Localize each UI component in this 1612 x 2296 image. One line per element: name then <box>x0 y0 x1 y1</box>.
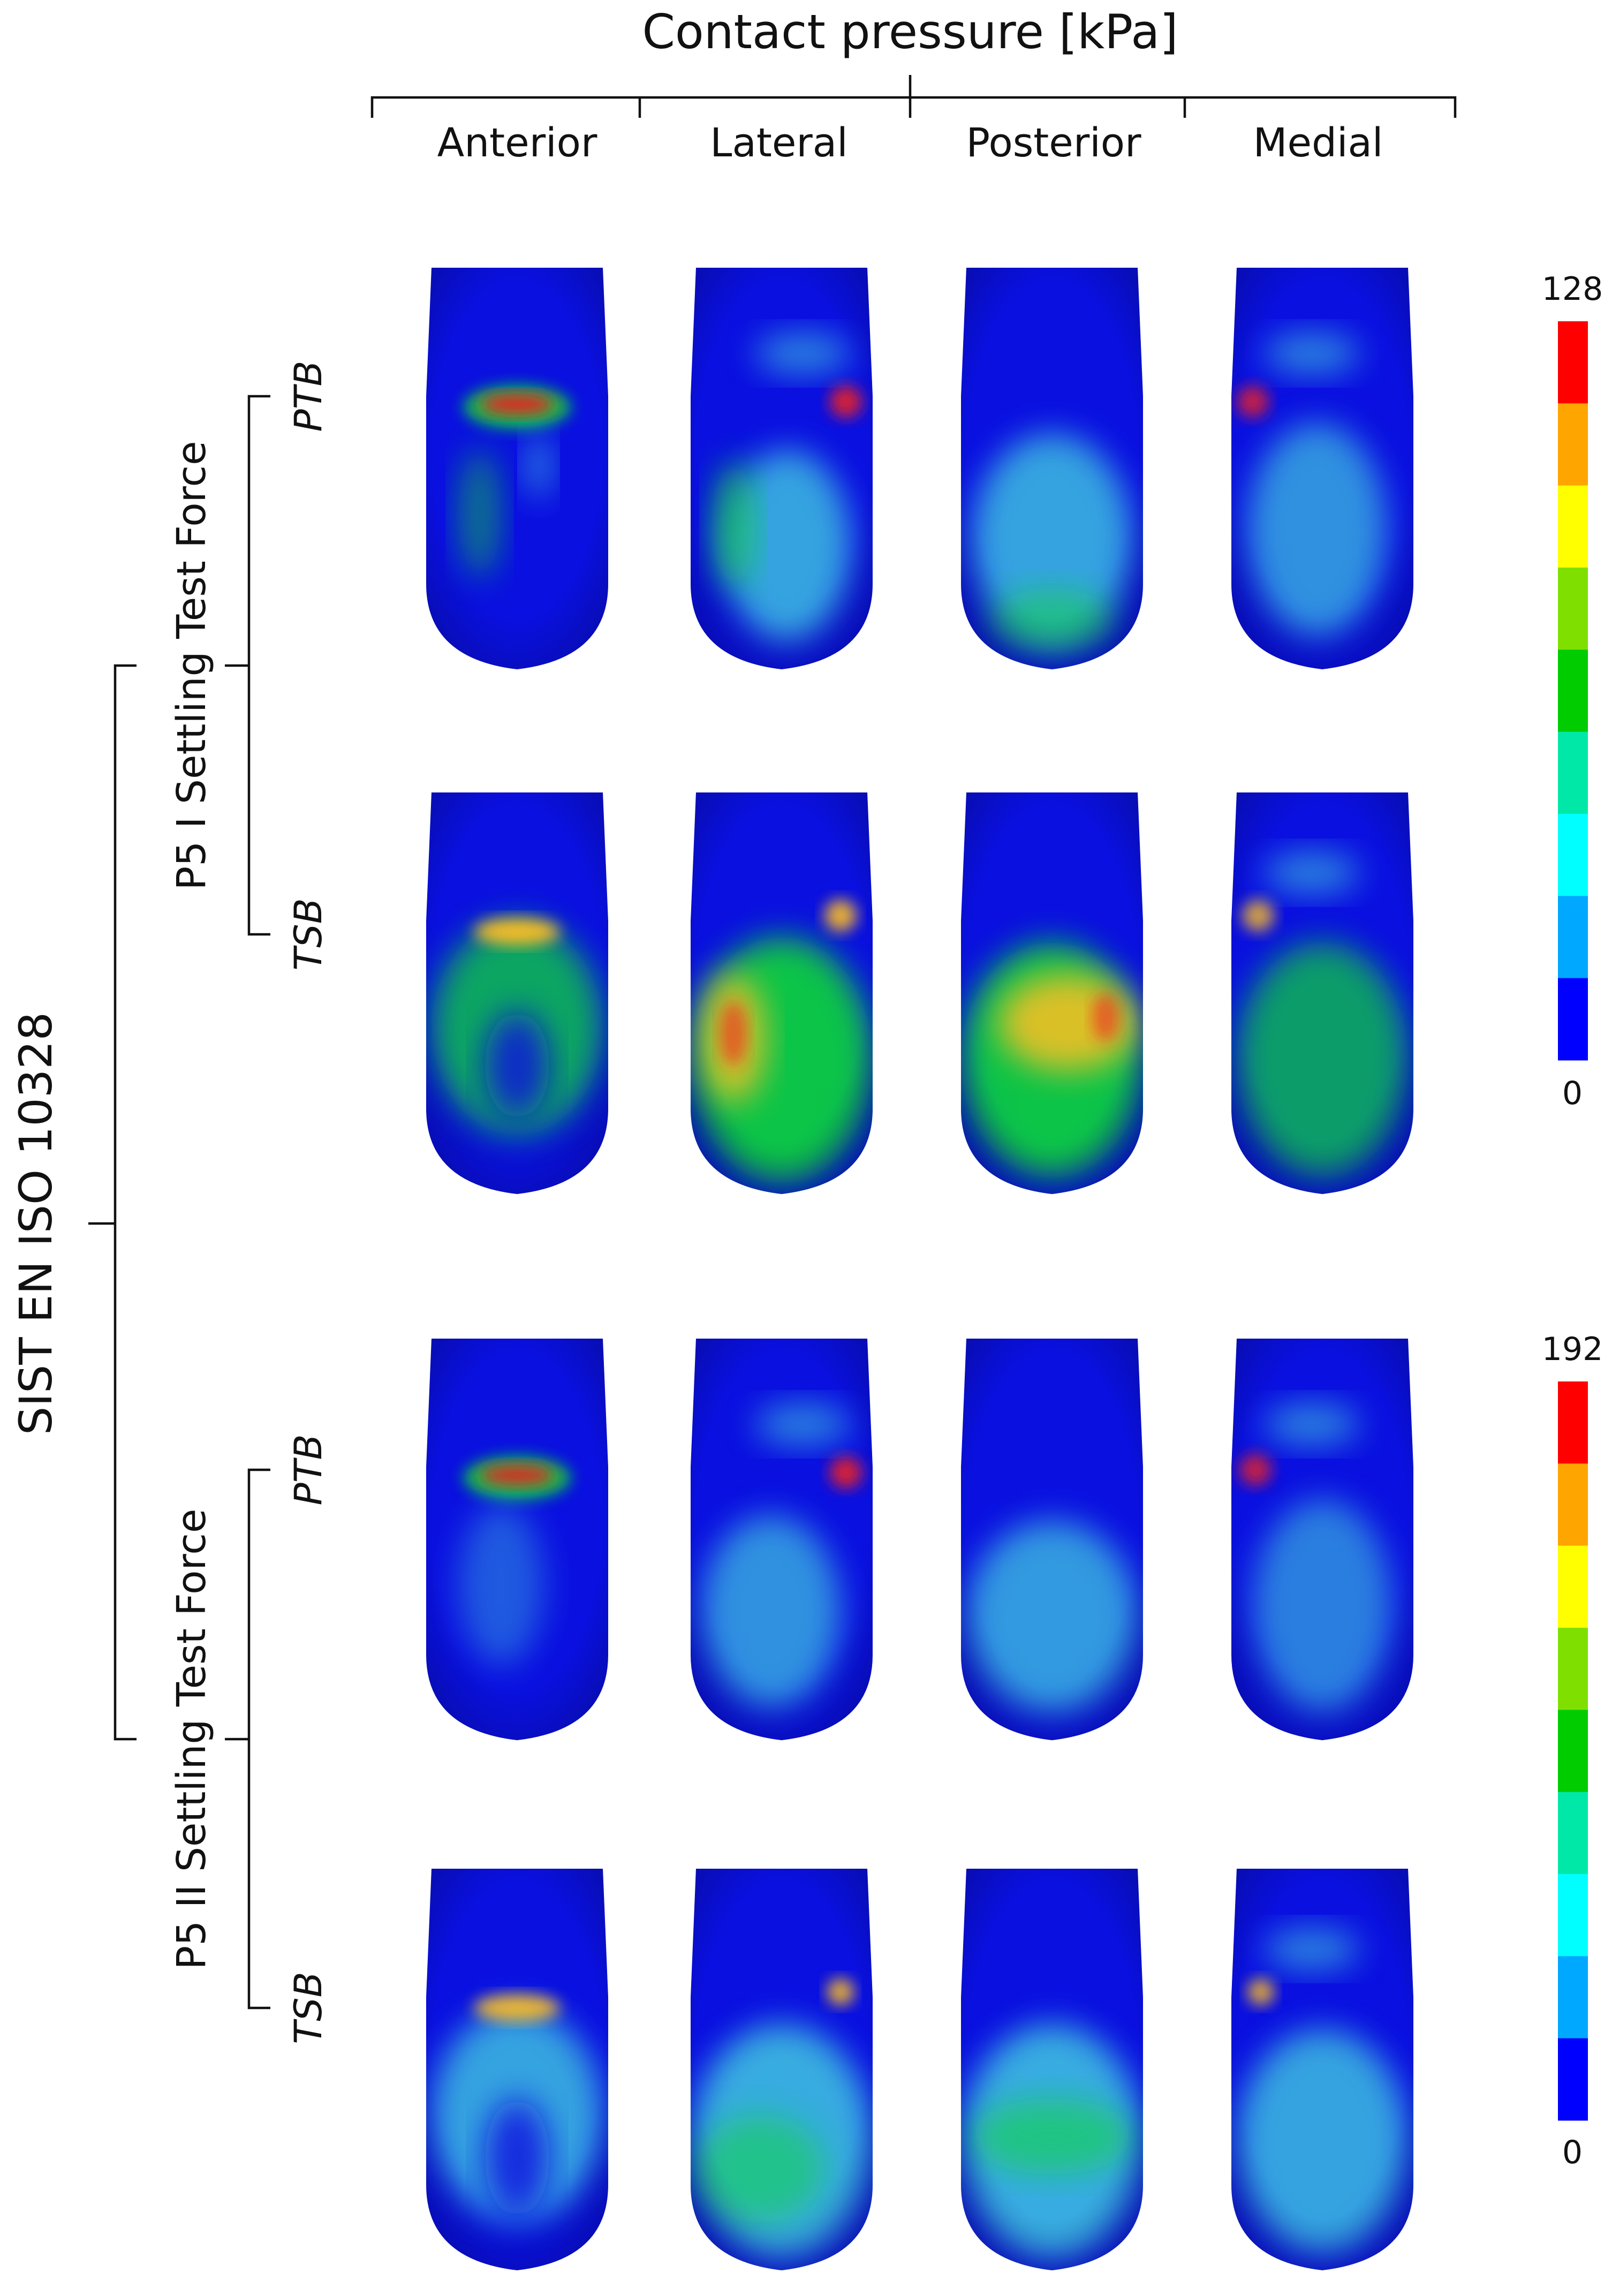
liner-label-p5-i-ptb: PTB <box>286 361 330 432</box>
colorbar-p5-i-segment <box>1558 649 1588 732</box>
group-bracket-p5-i <box>225 395 270 936</box>
group-label-p5-i: P5 I Settling Test Force <box>169 441 215 890</box>
stump-p5-ii-tsb-lateral <box>691 1869 873 2270</box>
colorbar-p5-i-segment <box>1558 485 1588 568</box>
stump-p5-i-tsb-posterior <box>961 792 1143 1194</box>
stump-p5-ii-tsb-medial <box>1231 1869 1413 2270</box>
standard-label: SIST EN ISO 10328 <box>10 1012 62 1435</box>
liner-label-p5-ii-tsb: TSB <box>286 1972 330 2044</box>
stump-p5-i-ptb-anterior <box>426 268 608 669</box>
colorbar-p5-ii-segment <box>1558 1381 1588 1464</box>
standard-bracket <box>88 664 137 1741</box>
figure-title: Contact pressure [kPa] <box>642 4 1178 59</box>
colorbar-max-p5-i: 128 <box>1542 270 1603 308</box>
group-label-p5-ii: P5 II Settling Test Force <box>169 1509 215 1970</box>
view-label-anterior: Anterior <box>437 120 597 166</box>
group-bracket-p5-ii <box>225 1468 270 2010</box>
stump-p5-i-ptb-posterior <box>961 268 1143 669</box>
colorbar-p5-ii-segment <box>1558 1628 1588 1710</box>
stump-p5-ii-ptb-medial <box>1231 1339 1413 1740</box>
colorbar-max-p5-ii: 192 <box>1542 1331 1603 1368</box>
colorbar-p5-i-segment <box>1558 403 1588 486</box>
colorbar-p5-ii-segment <box>1558 1874 1588 1957</box>
stump-p5-ii-tsb-posterior <box>961 1869 1143 2270</box>
stump-p5-i-ptb-medial <box>1231 268 1413 669</box>
colorbar-p5-i-segment <box>1558 321 1588 404</box>
stump-p5-ii-tsb-anterior <box>426 1869 608 2270</box>
stump-p5-ii-ptb-lateral <box>691 1339 873 1740</box>
colorbar-min-p5-i: 0 <box>1562 1075 1583 1112</box>
colorbar-p5-ii-segment <box>1558 2038 1588 2121</box>
colorbar-p5-i-segment <box>1558 896 1588 979</box>
view-label-posterior: Posterior <box>966 120 1141 166</box>
stump-p5-i-tsb-lateral <box>691 792 873 1194</box>
colorbar-p5-ii-segment <box>1558 1710 1588 1793</box>
view-label-medial: Medial <box>1253 120 1383 166</box>
colorbar-p5-ii-segment <box>1558 1792 1588 1875</box>
stump-p5-ii-ptb-anterior <box>426 1339 608 1740</box>
colorbar-p5-i-segment <box>1558 978 1588 1061</box>
stump-grid <box>426 268 1413 2270</box>
colorbar-p5-i-segment <box>1558 731 1588 814</box>
stump-p5-i-tsb-medial <box>1231 792 1413 1194</box>
colorbar-min-p5-ii: 0 <box>1562 2134 1583 2171</box>
stump-p5-i-ptb-lateral <box>691 268 873 669</box>
colorbar-p5-i <box>1558 321 1588 1061</box>
stump-p5-i-tsb-anterior <box>426 792 608 1194</box>
column-bracket <box>370 75 1457 118</box>
colorbar-p5-ii-segment <box>1558 1463 1588 1546</box>
colorbar-p5-i-segment <box>1558 568 1588 650</box>
liner-label-p5-i-tsb: TSB <box>286 898 330 970</box>
colorbar-p5-ii-segment <box>1558 1545 1588 1628</box>
liner-label-p5-ii-ptb: PTB <box>286 1434 330 1506</box>
colorbar-p5-i-segment <box>1558 814 1588 896</box>
stump-p5-ii-ptb-posterior <box>961 1339 1143 1740</box>
colorbar-p5-ii <box>1558 1381 1588 2121</box>
view-label-lateral: Lateral <box>710 120 847 166</box>
colorbar-p5-ii-segment <box>1558 1956 1588 2039</box>
